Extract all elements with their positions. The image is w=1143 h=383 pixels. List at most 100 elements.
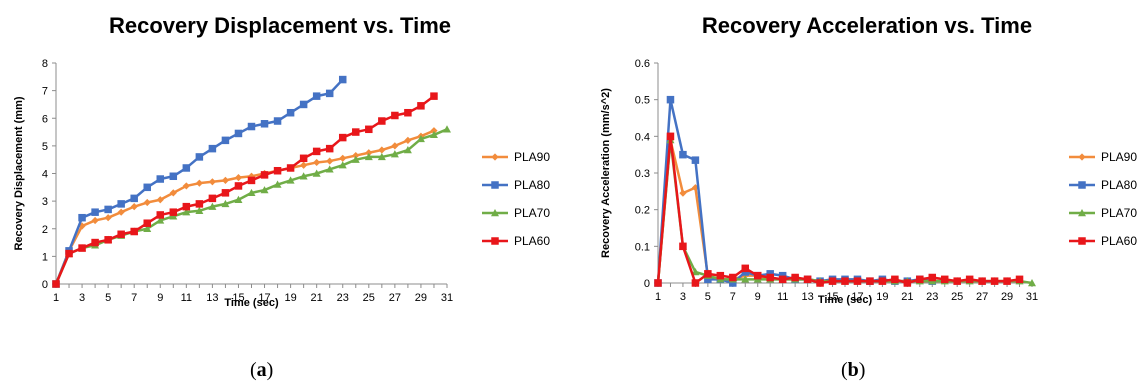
legend-label: PLA80 bbox=[514, 178, 550, 192]
data-point-PLA70 bbox=[286, 176, 295, 184]
y-tick-label: 0.2 bbox=[635, 205, 650, 217]
panel-label: (b) bbox=[841, 359, 865, 381]
data-point-PLA60 bbox=[953, 277, 961, 285]
data-point-PLA60 bbox=[325, 144, 334, 153]
legend-entry-PLA70: PLA70 bbox=[482, 206, 550, 220]
data-point-PLA60 bbox=[791, 273, 799, 282]
chart-title: Recovery Displacement vs. Time bbox=[109, 13, 451, 38]
data-point-PLA70 bbox=[390, 150, 399, 158]
x-tick-label: 27 bbox=[976, 291, 988, 303]
data-point-PLA80 bbox=[325, 89, 334, 98]
data-point-PLA60 bbox=[1015, 275, 1024, 284]
data-point-PLA60 bbox=[841, 277, 849, 285]
y-tick-label: 0 bbox=[42, 279, 48, 291]
data-point-PLA80 bbox=[691, 156, 700, 164]
data-point-PLA80 bbox=[729, 279, 737, 287]
x-tick-label: 31 bbox=[1026, 291, 1038, 303]
x-tick-label: 3 bbox=[79, 292, 85, 304]
y-tick-label: 2 bbox=[42, 224, 48, 236]
data-point-PLA60 bbox=[891, 275, 899, 284]
y-axis-title: Recovery Acceleration (mm/s^2) bbox=[600, 88, 612, 258]
chart-title: Recovery Acceleration vs. Time bbox=[702, 13, 1032, 38]
data-point-PLA70 bbox=[299, 172, 308, 180]
data-point-PLA60 bbox=[430, 92, 438, 100]
data-point-PLA90 bbox=[404, 136, 412, 144]
x-tick-label: 7 bbox=[730, 291, 736, 303]
x-axis-title: Time (sec) bbox=[818, 294, 873, 306]
data-point-PLA80 bbox=[679, 150, 687, 159]
data-point-PLA60 bbox=[91, 238, 99, 247]
legend-entry-PLA60: PLA60 bbox=[1069, 234, 1137, 248]
x-tick-label: 1 bbox=[53, 292, 59, 304]
data-point-PLA90 bbox=[143, 198, 151, 207]
data-point-PLA70 bbox=[143, 224, 152, 232]
data-point-PLA60 bbox=[666, 132, 675, 141]
data-point-PLA60 bbox=[753, 271, 762, 280]
data-point-PLA90 bbox=[679, 189, 687, 197]
y-tick-label: 6 bbox=[42, 113, 48, 125]
data-point-PLA60 bbox=[195, 200, 204, 208]
data-point-PLA60 bbox=[286, 164, 295, 172]
data-point-PLA90 bbox=[352, 151, 360, 160]
x-tick-label: 21 bbox=[311, 292, 323, 304]
legend-label: PLA60 bbox=[1101, 234, 1137, 248]
legend-entry-PLA60: PLA60 bbox=[482, 234, 550, 248]
y-tick-label: 0.3 bbox=[635, 168, 650, 180]
data-point-PLA70 bbox=[247, 188, 256, 197]
x-tick-label: 11 bbox=[181, 292, 192, 304]
data-point-PLA70 bbox=[403, 146, 412, 154]
data-point-PLA80 bbox=[286, 108, 295, 117]
data-point-PLA90 bbox=[326, 157, 334, 165]
data-point-PLA60 bbox=[104, 236, 112, 244]
data-point-PLA60 bbox=[169, 208, 178, 216]
data-point-PLA60 bbox=[156, 211, 165, 219]
data-point-PLA60 bbox=[866, 277, 874, 285]
legend-label: PLA90 bbox=[1101, 150, 1137, 164]
data-point-PLA80 bbox=[143, 183, 151, 192]
legend-entry-PLA80: PLA80 bbox=[1069, 178, 1137, 192]
data-point-PLA70 bbox=[377, 152, 386, 161]
data-point-PLA60 bbox=[716, 271, 725, 280]
x-axis-title: Time (sec) bbox=[224, 297, 279, 309]
data-point-PLA90 bbox=[195, 179, 203, 187]
data-point-PLA60 bbox=[404, 108, 412, 117]
chart-a: Recovery Displacement vs. Time0123456781… bbox=[13, 13, 550, 381]
data-point-PLA60 bbox=[1003, 277, 1011, 285]
data-point-PLA60 bbox=[990, 277, 999, 285]
y-tick-label: 0.4 bbox=[635, 131, 650, 143]
x-tick-label: 9 bbox=[157, 292, 163, 304]
data-point-PLA90 bbox=[300, 161, 308, 169]
data-point-PLA60 bbox=[130, 227, 138, 236]
y-tick-label: 7 bbox=[42, 86, 48, 98]
legend-entry-PLA80: PLA80 bbox=[482, 178, 550, 192]
data-point-PLA80 bbox=[78, 213, 86, 222]
y-tick-label: 0.6 bbox=[635, 58, 650, 70]
data-point-PLA70 bbox=[234, 195, 243, 203]
data-point-PLA70 bbox=[741, 275, 750, 283]
data-point-PLA80 bbox=[221, 136, 230, 145]
data-point-PLA70 bbox=[273, 180, 282, 188]
data-point-PLA60 bbox=[691, 279, 700, 287]
x-tick-label: 1 bbox=[655, 291, 661, 303]
chart-b: Recovery Acceleration vs. Time 0 0.1 0.2 0.3… bbox=[600, 13, 1137, 381]
data-point-PLA90 bbox=[104, 214, 112, 222]
data-point-PLA80 bbox=[208, 144, 217, 153]
data-point-PLA60 bbox=[965, 275, 974, 284]
data-point-PLA60 bbox=[816, 279, 824, 287]
data-point-PLA80 bbox=[195, 153, 204, 161]
x-tick-label: 17 bbox=[851, 291, 863, 303]
legend-marker bbox=[1078, 237, 1086, 245]
data-point-PLA70 bbox=[208, 202, 217, 210]
data-point-PLA90 bbox=[365, 149, 373, 157]
data-point-PLA80 bbox=[117, 200, 125, 208]
series-line-PLA70 bbox=[656, 138, 1033, 285]
data-point-PLA90 bbox=[208, 178, 216, 186]
x-tick-label: 29 bbox=[415, 292, 427, 304]
data-point-PLA70 bbox=[156, 216, 165, 224]
legend-entry-PLA90: PLA90 bbox=[482, 150, 550, 164]
data-point-PLA80 bbox=[704, 275, 712, 284]
x-tick-label: 5 bbox=[105, 292, 111, 304]
legend-marker bbox=[491, 209, 499, 217]
panel-label: (a) bbox=[250, 359, 273, 381]
x-tick-label: 7 bbox=[131, 292, 137, 304]
